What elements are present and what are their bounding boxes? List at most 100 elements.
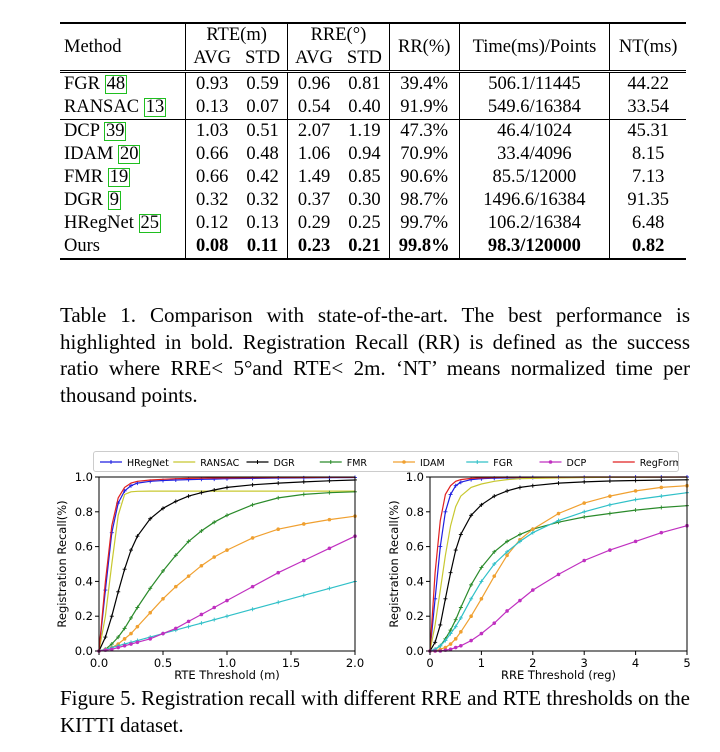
data-point (479, 502, 484, 507)
rte-std-cell: 0.42 (246, 167, 279, 187)
data-point (186, 574, 191, 578)
rre-std-cell: 0.40 (348, 97, 381, 117)
data-point (225, 513, 229, 518)
header-rre-avg: AVG (287, 47, 340, 72)
rte-std-cell: 0.51 (238, 119, 288, 143)
y-tick-label: 0.2 (75, 609, 93, 623)
data-point (116, 589, 121, 594)
data-point (505, 609, 509, 613)
time-cell: 506.1/11445 (458, 70, 610, 96)
x-axis-label: RRE Threshold (reg) (501, 668, 616, 682)
data-point (212, 520, 217, 525)
data-point (517, 532, 522, 537)
data-point (199, 528, 204, 533)
data-point (438, 622, 443, 627)
rr-cell: 70.9% (388, 143, 460, 166)
data-point (148, 586, 153, 591)
rr-cell: 39.4% (388, 70, 460, 96)
x-tick-label: 5 (683, 656, 690, 670)
data-point (505, 553, 509, 558)
rte-avg-cell: 0.66 (185, 166, 239, 189)
data-point (458, 615, 463, 620)
data-point (633, 508, 638, 513)
data-point (453, 645, 458, 650)
data-point (443, 596, 448, 601)
rte-avg-cell: 0.32 (185, 189, 239, 212)
legend-marker (109, 460, 113, 464)
data-point (479, 579, 484, 584)
citation-link[interactable]: 25 (138, 213, 161, 233)
rr-cell: 90.6% (388, 166, 460, 189)
y-tick-label: 0.4 (406, 574, 424, 588)
rre-avg-cell: 0.96 (287, 70, 340, 96)
data-point (135, 624, 140, 629)
header-rte: RTE(m) (185, 22, 288, 47)
data-point (129, 548, 133, 553)
data-point (135, 605, 140, 610)
data-point (479, 565, 484, 570)
citation-link[interactable]: 19 (107, 167, 131, 187)
data-point (556, 481, 561, 486)
data-point (582, 515, 587, 520)
header-rte-std: STD (245, 48, 281, 68)
data-point (492, 549, 497, 554)
table-row: Ours 0.08 0.11 0.23 0.21 99.8% 98.3/120000 0.82 (60, 235, 686, 260)
data-point (199, 621, 204, 626)
data-point (608, 548, 612, 552)
rte-avg-cell: 0.12 (185, 212, 239, 235)
citation-link[interactable]: 9 (107, 190, 121, 210)
series-line (429, 476, 688, 652)
data-point (122, 643, 127, 648)
data-point (199, 612, 204, 617)
series-line (98, 490, 355, 652)
rte-avg-cell: 0.13 (185, 96, 239, 120)
header-rre: RRE(°) (287, 22, 390, 47)
data-point (116, 635, 121, 640)
data-point (212, 555, 216, 559)
method-cell: DCP 39 (60, 119, 186, 143)
table-row: HRegNet 25 0.12 0.13 0.29 0.25 99.7% 106.2/163… (60, 212, 686, 235)
data-point (148, 516, 153, 521)
x-tick-label: 1 (478, 656, 485, 670)
citation-link[interactable]: 20 (117, 144, 141, 164)
data-point (505, 539, 510, 544)
x-tick-label: 2 (529, 656, 536, 670)
y-tick-label: 0.4 (75, 574, 93, 588)
method-cell: RANSAC 13 (60, 96, 186, 120)
method-cell: DGR 9 (60, 189, 186, 212)
figure-caption: Figure 5. Registration recall with diffe… (60, 686, 690, 737)
data-point (212, 488, 217, 493)
time-cell: 46.4/1024 (458, 119, 610, 143)
data-point (225, 485, 229, 490)
data-point (459, 630, 463, 634)
data-point (443, 509, 448, 514)
rre-chart: 0 1 2 3 4 5 0.0 0.2 0.4 0.6 0.8 1.0 RRE Threshold (r… (387, 470, 691, 682)
data-point (327, 517, 332, 522)
data-point (469, 513, 474, 518)
data-point (448, 628, 453, 633)
legend-marker (548, 460, 553, 464)
y-tick-label: 0.8 (406, 505, 424, 519)
rre-std-cell: 0.81 (339, 70, 390, 96)
data-point (633, 489, 638, 493)
rte-std-cell: 0.07 (246, 97, 279, 117)
rre-avg-cell: 1.49 (287, 166, 340, 189)
citation-link[interactable]: 48 (104, 74, 128, 94)
data-point (479, 631, 484, 636)
y-tick-label: 1.0 (406, 470, 424, 484)
citation-link[interactable]: 39 (103, 121, 127, 141)
legend-label: RANSAC (200, 458, 239, 469)
data-point (556, 511, 561, 516)
rre-avg-cell: 0.54 (287, 96, 340, 120)
data-point (186, 539, 191, 544)
rre-avg-cell: 1.06 (287, 143, 340, 166)
data-point (302, 522, 306, 526)
x-tick-label: 2.0 (346, 656, 364, 670)
citation-link[interactable]: 13 (143, 97, 167, 117)
y-tick-label: 0.6 (75, 540, 93, 554)
data-point (582, 501, 586, 505)
y-tick-label: 1.0 (75, 470, 93, 484)
data-point (103, 635, 108, 640)
nt-cell: 0.82 (609, 235, 686, 260)
